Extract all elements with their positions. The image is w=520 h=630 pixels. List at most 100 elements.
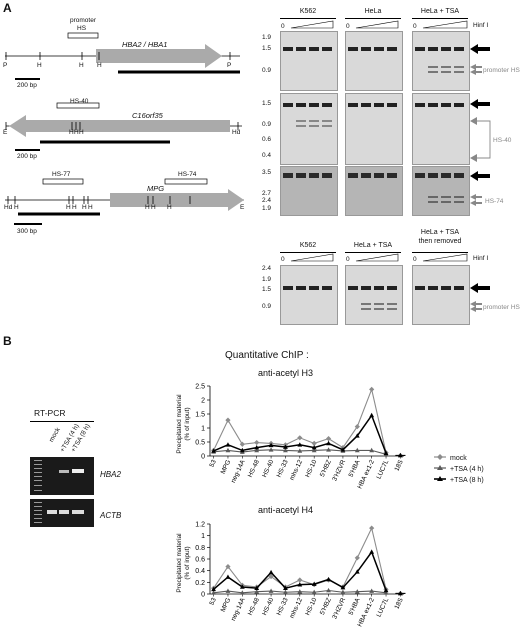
gene-arrow	[110, 189, 244, 211]
header-underline	[280, 252, 336, 253]
data-point	[354, 589, 360, 594]
hs74-band-label: HS-74	[485, 198, 504, 205]
site-label: H	[14, 204, 19, 211]
data-point	[239, 584, 245, 589]
x-tick-label: LUC7L	[375, 597, 390, 619]
gene-arrow	[9, 115, 230, 137]
zero-label: 0	[413, 256, 417, 263]
blot-header-hela-tsa: HeLa + TSA	[420, 8, 460, 15]
x-tick-label: 5'HBZ	[319, 459, 333, 478]
site-label: H	[37, 62, 42, 69]
y-tick-label: 1	[201, 533, 205, 540]
x-tick-label: HS-33	[276, 597, 290, 617]
site-label: P	[227, 62, 232, 69]
data-point	[225, 417, 231, 423]
c16orf35-gene-label: C16orf35	[132, 111, 163, 120]
parent-band-arrow	[470, 171, 490, 181]
data-point	[225, 588, 231, 593]
x-tick-label: 5'HBA	[348, 596, 362, 616]
rtpcr-gene-label: HBA2	[100, 470, 121, 479]
data-point	[283, 444, 288, 449]
site-label: H	[66, 204, 71, 211]
scale-label: 200 bp	[17, 82, 37, 89]
zero-label: 0	[281, 23, 285, 30]
site-label: H	[167, 204, 172, 211]
hs40-band-label: HS-40	[493, 137, 512, 144]
legend-item-mock: mock	[434, 454, 467, 462]
header-underline	[412, 252, 468, 253]
x-tick-label: 3'HZVR	[331, 597, 347, 621]
y-tick-label: 0.4	[195, 568, 205, 575]
marker-label: 0.9	[262, 303, 272, 310]
hba2-band	[72, 469, 84, 473]
hs40-box	[56, 102, 100, 109]
blot-tsa-removed-bottom	[412, 265, 470, 325]
band-arrows-promoter	[470, 44, 490, 75]
marker-label: 2.7	[262, 190, 272, 197]
zero-label: 0	[281, 256, 285, 263]
marker-label: 0.6	[262, 136, 272, 143]
hs-band-arrow	[470, 306, 482, 312]
series-line	[213, 413, 387, 454]
panel-a-letter: A	[3, 1, 12, 15]
x-tick-label: 53	[209, 597, 219, 607]
x-tick-label: MPG	[220, 597, 233, 613]
zero-label: 0	[413, 23, 417, 30]
hs-band-arrow	[470, 117, 477, 125]
bands-promoter-row	[283, 47, 464, 73]
data-point	[340, 589, 346, 595]
data-point	[268, 588, 274, 593]
site-label: H	[97, 62, 102, 69]
rtpcr-title-underline	[30, 421, 94, 422]
data-point	[354, 433, 360, 438]
data-point	[254, 585, 260, 590]
mpg-gene-label: MPG	[147, 184, 165, 193]
parent-band-arrow	[470, 44, 490, 54]
c16orf35-locus-map	[5, 102, 242, 151]
x-tick-label: HS-10	[304, 459, 318, 479]
band-arrows-hs74	[470, 171, 490, 206]
marker-label: 2.4	[262, 197, 272, 204]
x-tick-label: 5'HBZ	[319, 597, 333, 616]
data-point	[311, 581, 317, 586]
x-tick-label: MPG	[220, 459, 233, 475]
scale-label: 200 bp	[17, 153, 37, 160]
rtpcr-title: RT-PCR	[34, 408, 66, 418]
blot-header-k562: K562	[299, 8, 317, 15]
data-point	[311, 589, 317, 595]
x-tick-label: HS-33	[276, 459, 290, 479]
svg-text:+TSA (8 h): +TSA (8 h)	[450, 477, 484, 484]
marker-label: 1.5	[262, 45, 272, 52]
blot-hela-tsa-bottom	[345, 265, 403, 325]
enzyme-label: Hinf I	[473, 22, 489, 29]
data-point	[268, 442, 274, 448]
x-tick-label: mhs-12	[289, 597, 305, 620]
blot-k562-promoter	[280, 31, 338, 91]
header-underline	[345, 18, 401, 19]
site-label: H	[74, 129, 79, 136]
rtpcr-gene-label: ACTB	[100, 511, 122, 520]
data-point	[297, 448, 303, 453]
promoter-label: promoter	[70, 17, 97, 24]
data-point	[340, 447, 346, 452]
data-point	[326, 576, 331, 582]
legend-item-tsa-4h: +TSA (4 h)	[434, 465, 484, 473]
header-underline	[412, 18, 468, 19]
y-tick-label: 1.5	[195, 412, 205, 419]
data-point	[211, 586, 216, 592]
data-point	[326, 447, 331, 452]
x-tick-label: HS-40	[261, 597, 275, 617]
hs-band-arrow	[470, 69, 482, 75]
data-point	[369, 447, 375, 453]
data-point	[383, 590, 389, 595]
bands-bottom-row	[283, 286, 464, 310]
marker-label: 1.9	[262, 276, 272, 283]
promoter-hs-label: promoter HS	[483, 67, 520, 74]
y-tick-label: 2	[201, 398, 205, 405]
data-point	[325, 436, 332, 442]
y-tick-label: 0	[201, 454, 205, 461]
actb-band	[72, 510, 84, 514]
blot-hela-promoter	[345, 31, 403, 91]
